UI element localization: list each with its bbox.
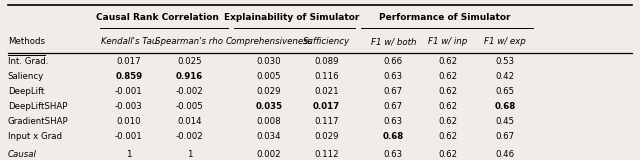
Text: Methods: Methods [8, 37, 45, 46]
Text: 0.65: 0.65 [495, 87, 515, 96]
Text: 0.63: 0.63 [384, 72, 403, 81]
Text: F1 w/ both: F1 w/ both [371, 37, 416, 46]
Text: Kendall's Tau: Kendall's Tau [100, 37, 157, 46]
Text: -0.002: -0.002 [175, 87, 204, 96]
Text: 0.035: 0.035 [255, 102, 282, 111]
Text: 0.62: 0.62 [438, 72, 457, 81]
Text: 0.62: 0.62 [438, 132, 457, 141]
Text: GradientSHAP: GradientSHAP [8, 117, 68, 126]
Text: 0.62: 0.62 [438, 102, 457, 111]
Text: Performance of Simulator: Performance of Simulator [378, 13, 510, 22]
Text: 0.63: 0.63 [384, 117, 403, 126]
Text: 0.030: 0.030 [257, 57, 282, 67]
Text: 0.67: 0.67 [384, 102, 403, 111]
Text: 0.53: 0.53 [495, 57, 515, 67]
Text: F1 w/ inp: F1 w/ inp [428, 37, 467, 46]
Text: -0.001: -0.001 [115, 87, 143, 96]
Text: 0.005: 0.005 [257, 72, 282, 81]
Text: Spearman's rho: Spearman's rho [156, 37, 223, 46]
Text: 0.116: 0.116 [314, 72, 339, 81]
Text: 0.62: 0.62 [438, 150, 457, 159]
Text: -0.001: -0.001 [115, 132, 143, 141]
Text: 0.67: 0.67 [495, 132, 515, 141]
Text: -0.005: -0.005 [175, 102, 204, 111]
Text: 0.017: 0.017 [313, 102, 340, 111]
Text: 0.916: 0.916 [176, 72, 203, 81]
Text: DeepLift: DeepLift [8, 87, 44, 96]
Text: 0.021: 0.021 [314, 87, 339, 96]
Text: 0.42: 0.42 [495, 72, 515, 81]
Text: 0.008: 0.008 [257, 117, 282, 126]
Text: F1 w/ exp: F1 w/ exp [484, 37, 525, 46]
Text: 0.46: 0.46 [495, 150, 515, 159]
Text: Input x Grad: Input x Grad [8, 132, 62, 141]
Text: Causal Rank Correlation: Causal Rank Correlation [96, 13, 219, 22]
Text: Saliency: Saliency [8, 72, 44, 81]
Text: 0.859: 0.859 [115, 72, 142, 81]
Text: Causal: Causal [8, 150, 36, 159]
Text: Int. Grad.: Int. Grad. [8, 57, 48, 67]
Text: 0.029: 0.029 [257, 87, 281, 96]
Text: 1: 1 [187, 150, 192, 159]
Text: 0.62: 0.62 [438, 117, 457, 126]
Text: Sufficiency: Sufficiency [303, 37, 350, 46]
Text: 0.002: 0.002 [257, 150, 282, 159]
Text: 0.034: 0.034 [257, 132, 282, 141]
Text: 0.45: 0.45 [495, 117, 515, 126]
Text: 0.025: 0.025 [177, 57, 202, 67]
Text: DeepLiftSHAP: DeepLiftSHAP [8, 102, 67, 111]
Text: 0.117: 0.117 [314, 117, 339, 126]
Text: 0.017: 0.017 [116, 57, 141, 67]
Text: 0.68: 0.68 [383, 132, 404, 141]
Text: 0.62: 0.62 [438, 57, 457, 67]
Text: 0.029: 0.029 [314, 132, 339, 141]
Text: 0.62: 0.62 [438, 87, 457, 96]
Text: 0.68: 0.68 [494, 102, 515, 111]
Text: 0.010: 0.010 [116, 117, 141, 126]
Text: 1: 1 [126, 150, 132, 159]
Text: 0.014: 0.014 [177, 117, 202, 126]
Text: -0.002: -0.002 [175, 132, 204, 141]
Text: 0.63: 0.63 [384, 150, 403, 159]
Text: 0.089: 0.089 [314, 57, 339, 67]
Text: Comprehensiveness: Comprehensiveness [225, 37, 312, 46]
Text: 0.67: 0.67 [384, 87, 403, 96]
Text: Explainability of Simulator: Explainability of Simulator [223, 13, 359, 22]
Text: -0.003: -0.003 [115, 102, 143, 111]
Text: 0.66: 0.66 [384, 57, 403, 67]
Text: 0.112: 0.112 [314, 150, 339, 159]
